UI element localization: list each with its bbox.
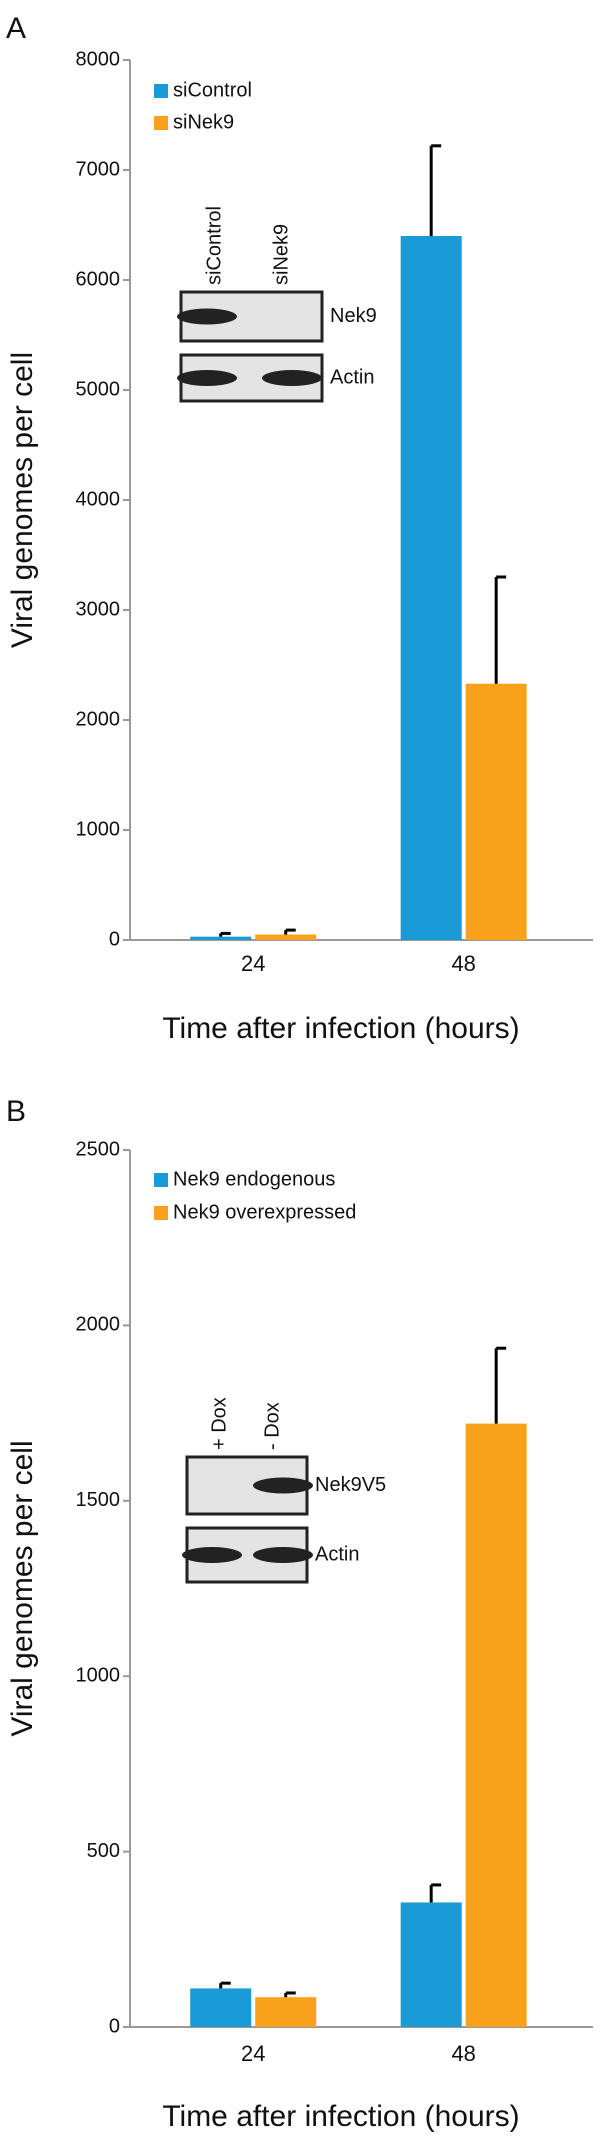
x-tick-label: 48	[451, 2041, 475, 2066]
y-tick-label: 5000	[76, 378, 121, 400]
y-tick-label: 3000	[76, 598, 121, 620]
y-axis-title: Viral genomes per cell	[6, 352, 39, 648]
blot-band	[253, 1477, 313, 1494]
bar	[255, 1997, 317, 2027]
y-tick-label: 8000	[76, 48, 121, 70]
legend-label: Nek9 overexpressed	[173, 1201, 356, 1223]
blot-band	[177, 308, 237, 325]
y-axis-title: Viral genomes per cell	[6, 1440, 39, 1736]
legend-swatch	[154, 1206, 168, 1220]
lane-label: - Dox	[261, 1402, 283, 1450]
y-tick-label: 2000	[76, 1314, 121, 1336]
blot-label: Actin	[330, 366, 374, 388]
legend-swatch	[154, 116, 168, 130]
y-tick-label: 7000	[76, 158, 121, 180]
lane-label: siNek9	[270, 224, 292, 285]
bar	[465, 1423, 527, 2027]
legend-label: siControl	[173, 79, 252, 101]
y-tick-label: 1500	[76, 1489, 121, 1511]
bar	[190, 936, 252, 940]
lane-label: + Dox	[208, 1397, 230, 1450]
y-tick-label: 2500	[76, 1138, 121, 1160]
blot-label: Nek9V5	[315, 1474, 386, 1496]
bar	[190, 1988, 252, 2027]
blot-band	[253, 1547, 313, 1563]
legend-swatch	[154, 1173, 168, 1187]
bar	[400, 1902, 462, 2027]
blot-label: Actin	[315, 1543, 359, 1565]
bar	[255, 934, 317, 940]
legend-label: Nek9 endogenous	[173, 1168, 335, 1190]
panel-label: B	[6, 1095, 26, 1128]
bar	[465, 683, 527, 940]
panel-label: A	[6, 12, 26, 45]
y-tick-label: 6000	[76, 268, 121, 290]
y-tick-label: 0	[109, 2015, 120, 2037]
x-tick-label: 48	[451, 951, 475, 976]
legend-label: siNek9	[173, 111, 234, 133]
x-tick-label: 24	[241, 951, 265, 976]
blot-band	[177, 370, 237, 386]
y-tick-label: 4000	[76, 488, 121, 510]
x-tick-label: 24	[241, 2041, 265, 2066]
y-tick-label: 2000	[76, 708, 121, 730]
blot-label: Nek9	[330, 305, 377, 327]
blot-band	[182, 1547, 242, 1563]
legend-swatch	[154, 84, 168, 98]
blot-band	[262, 370, 322, 386]
x-axis-title: Time after infection (hours)	[162, 2100, 519, 2133]
y-tick-label: 0	[109, 928, 120, 950]
lane-label: siControl	[203, 206, 225, 285]
y-tick-label: 500	[87, 1840, 120, 1862]
y-tick-label: 1000	[76, 1664, 121, 1686]
bar	[400, 236, 462, 940]
x-axis-title: Time after infection (hours)	[162, 1012, 519, 1045]
y-tick-label: 1000	[76, 818, 121, 840]
